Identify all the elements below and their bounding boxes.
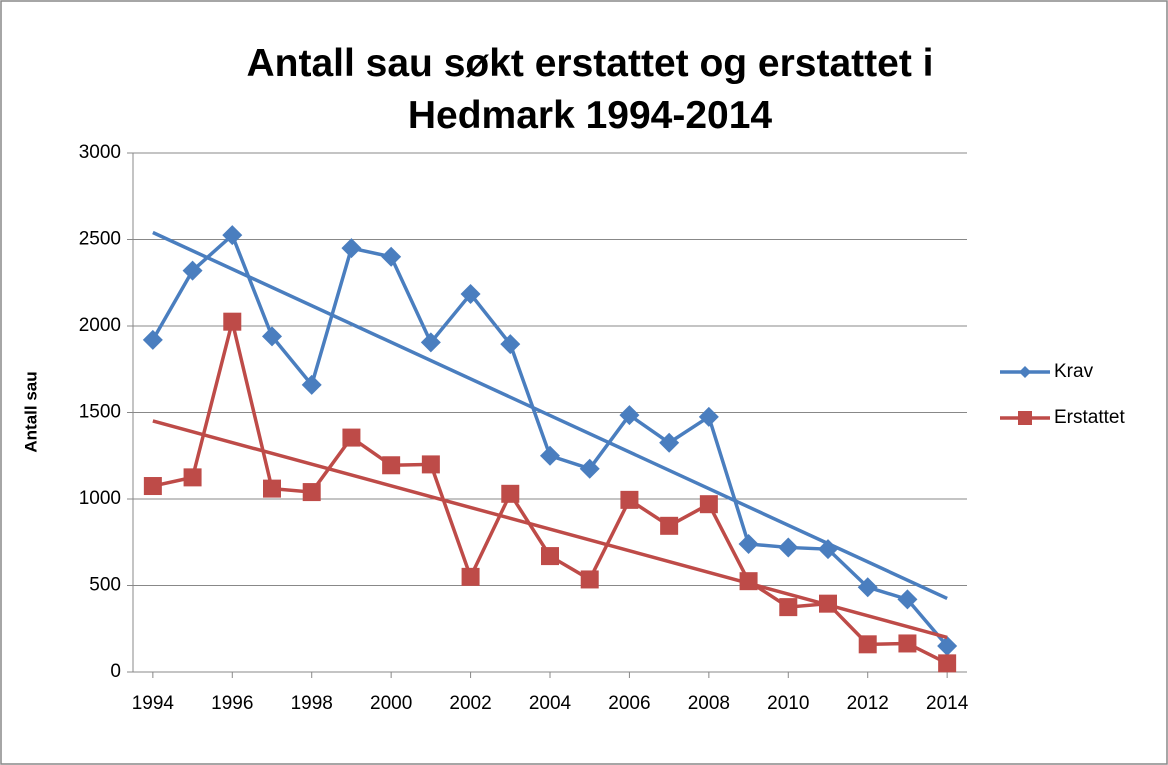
point [262,326,282,347]
x-tick-label: 2014 [926,693,969,714]
point [382,456,401,475]
point [182,260,203,281]
x-tick-label: 1994 [132,693,175,714]
point [857,577,878,598]
y-tick-label: 1500 [79,402,121,423]
point [660,516,679,535]
point [540,445,560,466]
point [619,405,640,426]
legend-label: Krav [1054,361,1094,382]
y-tick-label: 500 [89,575,121,596]
x-tick-label: 2004 [529,693,572,714]
y-tick-label: 2000 [79,315,121,336]
trendline [152,230,948,601]
x-tick-label: 1998 [291,693,333,714]
point [779,598,798,617]
y-tick-label: 3000 [79,142,121,163]
point [183,468,202,487]
x-tick-label: 2002 [449,693,491,714]
point [381,246,402,267]
point [460,283,481,304]
point [818,539,838,560]
y-axis-label: Antall sau [21,371,40,452]
point [143,477,162,496]
point [858,635,877,654]
x-tick-label: 2010 [767,693,809,714]
y-tick-label: 1000 [79,488,121,509]
x-tick-label: 2006 [608,693,650,714]
point [938,654,957,673]
point [819,594,837,613]
point [897,589,918,610]
point [501,484,520,503]
point [699,495,718,514]
x-tick-label: 2008 [688,693,730,714]
point [342,428,361,447]
x-tick-label: 1996 [211,693,253,714]
point [420,332,441,353]
point [500,334,521,355]
legend-marker [1019,366,1031,378]
point [223,312,242,331]
legend-marker [1018,411,1032,425]
point [898,634,917,653]
y-tick-label: 2500 [79,229,121,250]
point [301,374,322,395]
legend-label: Erstattet [1054,407,1125,428]
chart-title: Antall sau søkt erstattet og erstattet i… [246,42,934,137]
x-tick-label: 2000 [370,693,412,714]
point [659,432,680,453]
point [263,479,281,498]
point [778,537,799,558]
trendline [152,419,948,640]
point [579,458,600,479]
point [698,406,719,427]
point [341,238,362,259]
point [937,636,958,657]
point [580,570,599,589]
point [739,572,758,591]
point [541,547,559,566]
point [142,329,163,350]
point [738,533,759,554]
x-tick-label: 2012 [847,693,889,714]
y-tick-label: 0 [110,661,121,682]
point [421,455,440,474]
point [222,225,243,246]
point [620,490,639,509]
point [302,483,321,502]
point [461,567,480,586]
